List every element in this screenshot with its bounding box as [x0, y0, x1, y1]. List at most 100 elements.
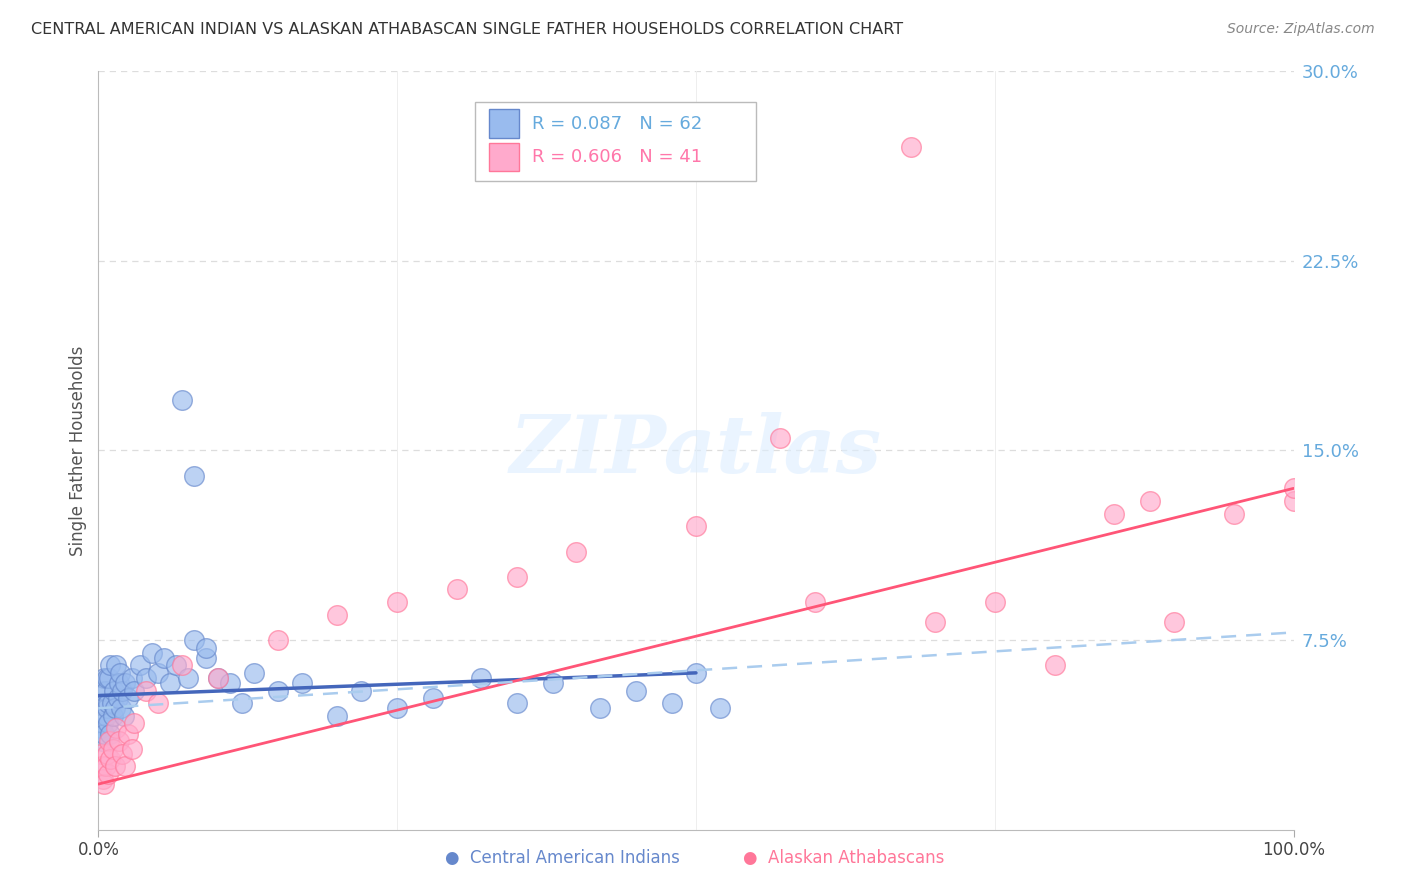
- Point: [111, 747, 134, 761]
- Point: [172, 658, 194, 673]
- Point: [104, 759, 127, 773]
- Point: [183, 633, 205, 648]
- Point: [121, 741, 143, 756]
- Point: [1282, 494, 1305, 508]
- Point: [231, 696, 253, 710]
- FancyBboxPatch shape: [489, 143, 519, 171]
- Point: [148, 665, 170, 680]
- Point: [96, 671, 118, 685]
- Point: [291, 676, 314, 690]
- Point: [350, 683, 373, 698]
- Point: [1139, 494, 1161, 508]
- Point: [91, 759, 114, 773]
- Point: [1043, 658, 1066, 673]
- Point: [141, 646, 163, 660]
- FancyBboxPatch shape: [489, 109, 519, 138]
- Point: [422, 691, 444, 706]
- Point: [93, 726, 115, 740]
- Point: [110, 701, 132, 715]
- Point: [105, 722, 128, 736]
- Point: [96, 747, 118, 761]
- Y-axis label: Single Father Households: Single Father Households: [69, 345, 87, 556]
- Point: [1163, 615, 1185, 630]
- Point: [506, 696, 529, 710]
- Point: [101, 741, 124, 756]
- Point: [685, 519, 707, 533]
- Point: [1104, 507, 1126, 521]
- Text: Source: ZipAtlas.com: Source: ZipAtlas.com: [1227, 22, 1375, 37]
- Point: [195, 650, 218, 665]
- Point: [900, 140, 922, 154]
- Point: [326, 607, 349, 622]
- Point: [1223, 507, 1246, 521]
- Point: [135, 683, 157, 698]
- Point: [91, 772, 114, 786]
- Text: ●  Alaskan Athabascans: ● Alaskan Athabascans: [742, 849, 945, 867]
- Point: [98, 671, 121, 685]
- Text: ZIPatlas: ZIPatlas: [510, 412, 882, 489]
- Point: [117, 726, 139, 740]
- Point: [107, 676, 129, 690]
- Point: [1282, 482, 1305, 496]
- Point: [709, 701, 731, 715]
- Point: [565, 544, 588, 558]
- Text: R = 0.087   N = 62: R = 0.087 N = 62: [533, 115, 703, 133]
- Point: [111, 683, 134, 698]
- Point: [97, 767, 120, 781]
- Point: [104, 701, 127, 715]
- Point: [207, 671, 229, 685]
- Point: [108, 665, 131, 680]
- Point: [91, 734, 114, 748]
- Point: [177, 671, 200, 685]
- FancyBboxPatch shape: [475, 102, 756, 181]
- Point: [159, 676, 181, 690]
- Point: [107, 691, 129, 706]
- Point: [165, 658, 187, 673]
- Point: [107, 734, 129, 748]
- Point: [470, 671, 492, 685]
- Point: [97, 696, 120, 710]
- Text: R = 0.606   N = 41: R = 0.606 N = 41: [533, 148, 703, 166]
- Point: [626, 683, 648, 698]
- Point: [326, 708, 349, 723]
- Point: [685, 665, 707, 680]
- Point: [207, 671, 229, 685]
- Point: [91, 696, 114, 710]
- Point: [243, 665, 266, 680]
- Point: [114, 676, 136, 690]
- Point: [183, 468, 205, 483]
- Point: [446, 582, 468, 597]
- Point: [101, 708, 124, 723]
- Point: [98, 752, 122, 766]
- Point: [98, 658, 122, 673]
- Point: [124, 716, 146, 731]
- Point: [172, 392, 194, 407]
- Point: [385, 595, 409, 609]
- Point: [267, 633, 290, 648]
- Point: [129, 658, 152, 673]
- Point: [135, 671, 157, 685]
- Point: [105, 658, 128, 673]
- Point: [90, 747, 112, 761]
- Point: [90, 722, 112, 736]
- Point: [112, 708, 135, 723]
- Point: [195, 640, 218, 655]
- Point: [93, 777, 115, 791]
- Point: [153, 650, 176, 665]
- Point: [124, 683, 146, 698]
- Point: [114, 759, 136, 773]
- Text: CENTRAL AMERICAN INDIAN VS ALASKAN ATHABASCAN SINGLE FATHER HOUSEHOLDS CORRELATI: CENTRAL AMERICAN INDIAN VS ALASKAN ATHAB…: [31, 22, 903, 37]
- Point: [541, 676, 564, 690]
- Point: [768, 431, 790, 445]
- Point: [94, 683, 117, 698]
- Text: ●  Central American Indians: ● Central American Indians: [444, 849, 681, 867]
- Point: [661, 696, 683, 710]
- Point: [98, 726, 122, 740]
- Point: [267, 683, 290, 698]
- Point: [98, 734, 121, 748]
- Point: [100, 696, 122, 710]
- Point: [94, 759, 117, 773]
- Point: [385, 701, 409, 715]
- Point: [117, 691, 139, 706]
- Point: [96, 701, 118, 715]
